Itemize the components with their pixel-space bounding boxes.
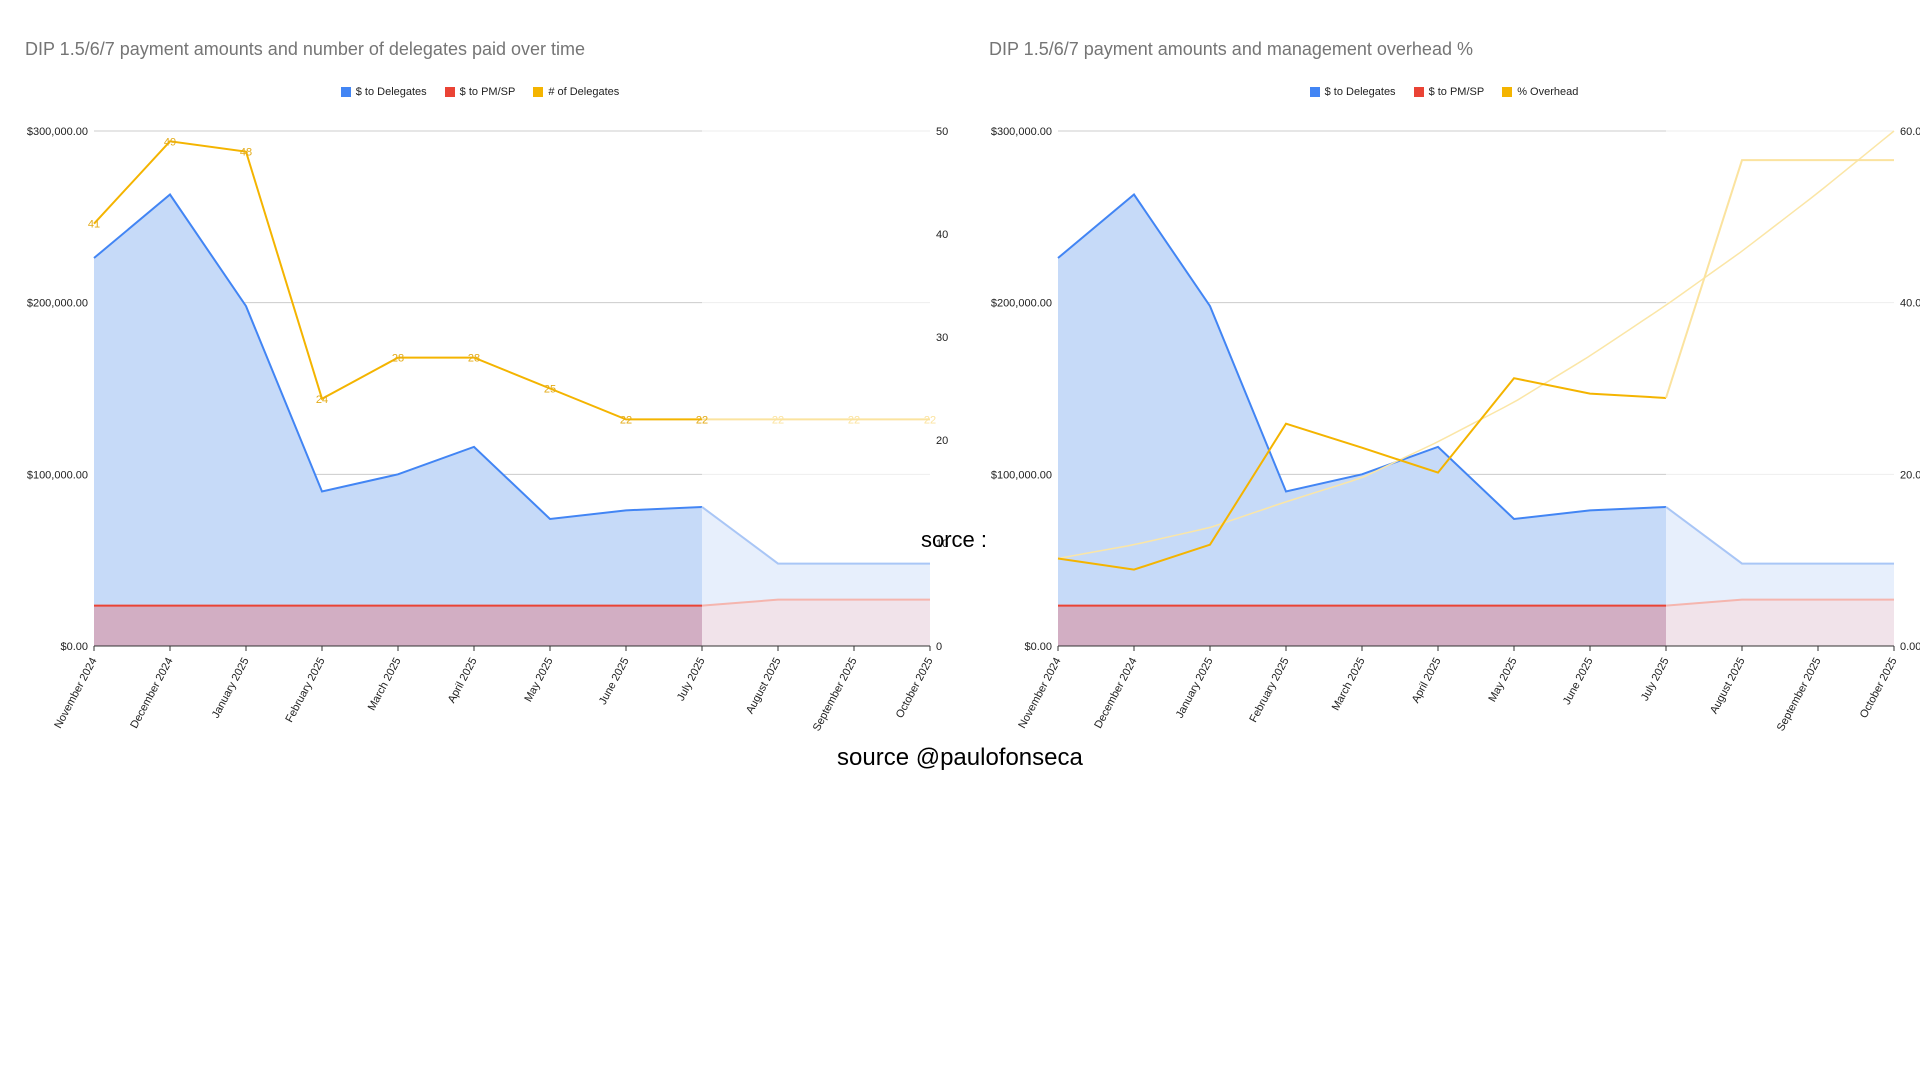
legend-label: $ to Delegates xyxy=(1324,86,1396,98)
legend-swatch xyxy=(1309,87,1320,97)
y2-tick-label: 20 xyxy=(936,435,948,447)
legend-item-overhead: % Overhead xyxy=(1502,86,1578,98)
data-label: 22 xyxy=(924,414,936,426)
y2-tick-label: 50 xyxy=(936,126,948,138)
legend-label: $ to PM/SP xyxy=(1428,86,1485,98)
area-delegates xyxy=(94,194,702,646)
x-tick-label: February 2025 xyxy=(1247,656,1291,725)
legend-swatch xyxy=(340,87,351,97)
x-tick-label: September 2025 xyxy=(811,656,860,733)
data-label: 49 xyxy=(164,136,176,148)
x-tick-label: August 2025 xyxy=(1708,656,1748,716)
data-label: 25 xyxy=(544,384,556,396)
y-tick-label: $300,000.00 xyxy=(991,126,1052,138)
x-tick-label: September 2025 xyxy=(1775,656,1824,733)
y2-tick-label: 40 xyxy=(936,229,948,241)
x-tick-label: February 2025 xyxy=(283,656,327,725)
x-tick-label: May 2025 xyxy=(522,656,555,704)
y-tick-label: $0.00 xyxy=(1024,641,1052,653)
data-label: 24 xyxy=(316,394,328,406)
line-delegate-count xyxy=(93,140,702,421)
legend-label: $ to Delegates xyxy=(355,86,427,98)
data-label: 28 xyxy=(392,353,404,365)
x-tick-label: December 2024 xyxy=(1092,656,1139,731)
line-overhead xyxy=(1057,377,1667,571)
chart-title: DIP 1.5/6/7 payment amounts and manageme… xyxy=(989,39,1473,59)
chart-overhead: DIP 1.5/6/7 payment amounts and manageme… xyxy=(964,0,1920,760)
x-tick-label: April 2025 xyxy=(1410,656,1444,705)
x-tick-label: October 2025 xyxy=(1858,656,1900,720)
line-delegates xyxy=(1057,193,1667,521)
x-tick-label: January 2025 xyxy=(210,656,252,721)
x-tick-label: March 2025 xyxy=(366,656,404,713)
chart-title: DIP 1.5/6/7 payment amounts and number o… xyxy=(25,39,586,59)
legend-swatch xyxy=(1502,87,1513,97)
y-tick-label: $100,000.00 xyxy=(27,469,88,481)
x-tick-label: December 2024 xyxy=(128,656,175,731)
x-tick-label: November 2024 xyxy=(52,656,99,731)
y-tick-label: $200,000.00 xyxy=(991,298,1052,310)
data-label: 41 xyxy=(88,219,100,231)
sorce-label: sorce : xyxy=(921,527,988,552)
x-tick-label: July 2025 xyxy=(675,656,708,703)
line-pmsp-projection xyxy=(1665,598,1894,607)
legend-label: # of Delegates xyxy=(548,86,620,98)
x-tick-label: October 2025 xyxy=(894,656,936,720)
area-delegates xyxy=(1058,194,1666,646)
y-tick-label: $100,000.00 xyxy=(991,469,1052,481)
y2-tick-label: 0 xyxy=(936,641,942,653)
legend-swatch xyxy=(1413,87,1424,97)
line-delegates-projection xyxy=(701,506,930,565)
x-tick-label: March 2025 xyxy=(1330,656,1368,713)
legend-item-count: # of Delegates xyxy=(533,86,619,98)
legend-label: $ to PM/SP xyxy=(459,86,516,98)
area-pmsp-projection xyxy=(702,599,930,646)
line-pmsp-projection xyxy=(701,598,930,607)
data-label: 22 xyxy=(848,414,860,426)
y-tick-label: $0.00 xyxy=(60,641,88,653)
y2-tick-label: 30 xyxy=(936,332,948,344)
source-credit: source @paulofonseca xyxy=(837,744,1083,771)
data-label: 22 xyxy=(772,414,784,426)
x-tick-label: August 2025 xyxy=(744,656,784,716)
legend-swatch xyxy=(533,87,544,97)
y-tick-label: $200,000.00 xyxy=(27,298,88,310)
line-delegates xyxy=(93,193,703,521)
legend-swatch xyxy=(444,87,455,97)
data-label: 48 xyxy=(240,147,252,159)
x-tick-label: May 2025 xyxy=(1486,656,1519,704)
data-label: 22 xyxy=(696,414,708,426)
area-pmsp xyxy=(94,605,702,646)
legend-item-delegates: $ to Delegates xyxy=(340,86,427,98)
chart-plot: November 2024 December 2024 January 2025 Fe… xyxy=(991,126,1920,733)
y-tick-label: $300,000.00 xyxy=(27,126,88,138)
trendline-overhead xyxy=(1057,130,1895,560)
area-pmsp-projection xyxy=(1666,599,1894,646)
area-pmsp xyxy=(1058,605,1666,646)
chart-delegates-count: DIP 1.5/6/7 payment amounts and number o… xyxy=(0,0,960,760)
chart-legend: $ to Delegates $ to PM/SP % Overhead xyxy=(964,86,1920,98)
data-label: 28 xyxy=(468,353,480,365)
x-tick-label: June 2025 xyxy=(1561,656,1596,707)
chart-plot: 41 49 48 24 28 28 25 22 22 22 22 22 November 2024 Dec… xyxy=(27,126,948,733)
legend-label: % Overhead xyxy=(1517,86,1579,98)
y2-tick-label: 60.00% xyxy=(1900,126,1920,138)
line-overhead-projection xyxy=(1665,159,1894,399)
y2-tick-label: 20.00% xyxy=(1900,469,1920,481)
y2-tick-label: 40.00% xyxy=(1900,298,1920,310)
x-tick-label: January 2025 xyxy=(1174,656,1216,721)
x-tick-label: November 2024 xyxy=(1016,656,1063,731)
y2-tick-label: 10 xyxy=(936,538,948,550)
chart-legend: $ to Delegates $ to PM/SP # of Delegates xyxy=(0,86,960,98)
legend-item-pmsp: $ to PM/SP xyxy=(1413,86,1485,98)
x-tick-label: April 2025 xyxy=(446,656,480,705)
x-tick-label: June 2025 xyxy=(597,656,632,707)
legend-item-delegates: $ to Delegates xyxy=(1309,86,1396,98)
x-tick-label: July 2025 xyxy=(1639,656,1672,703)
line-delegates-projection xyxy=(1665,506,1894,565)
y2-tick-label: 0.00% xyxy=(1900,641,1920,653)
data-label: 22 xyxy=(620,414,632,426)
legend-item-pmsp: $ to PM/SP xyxy=(444,86,516,98)
